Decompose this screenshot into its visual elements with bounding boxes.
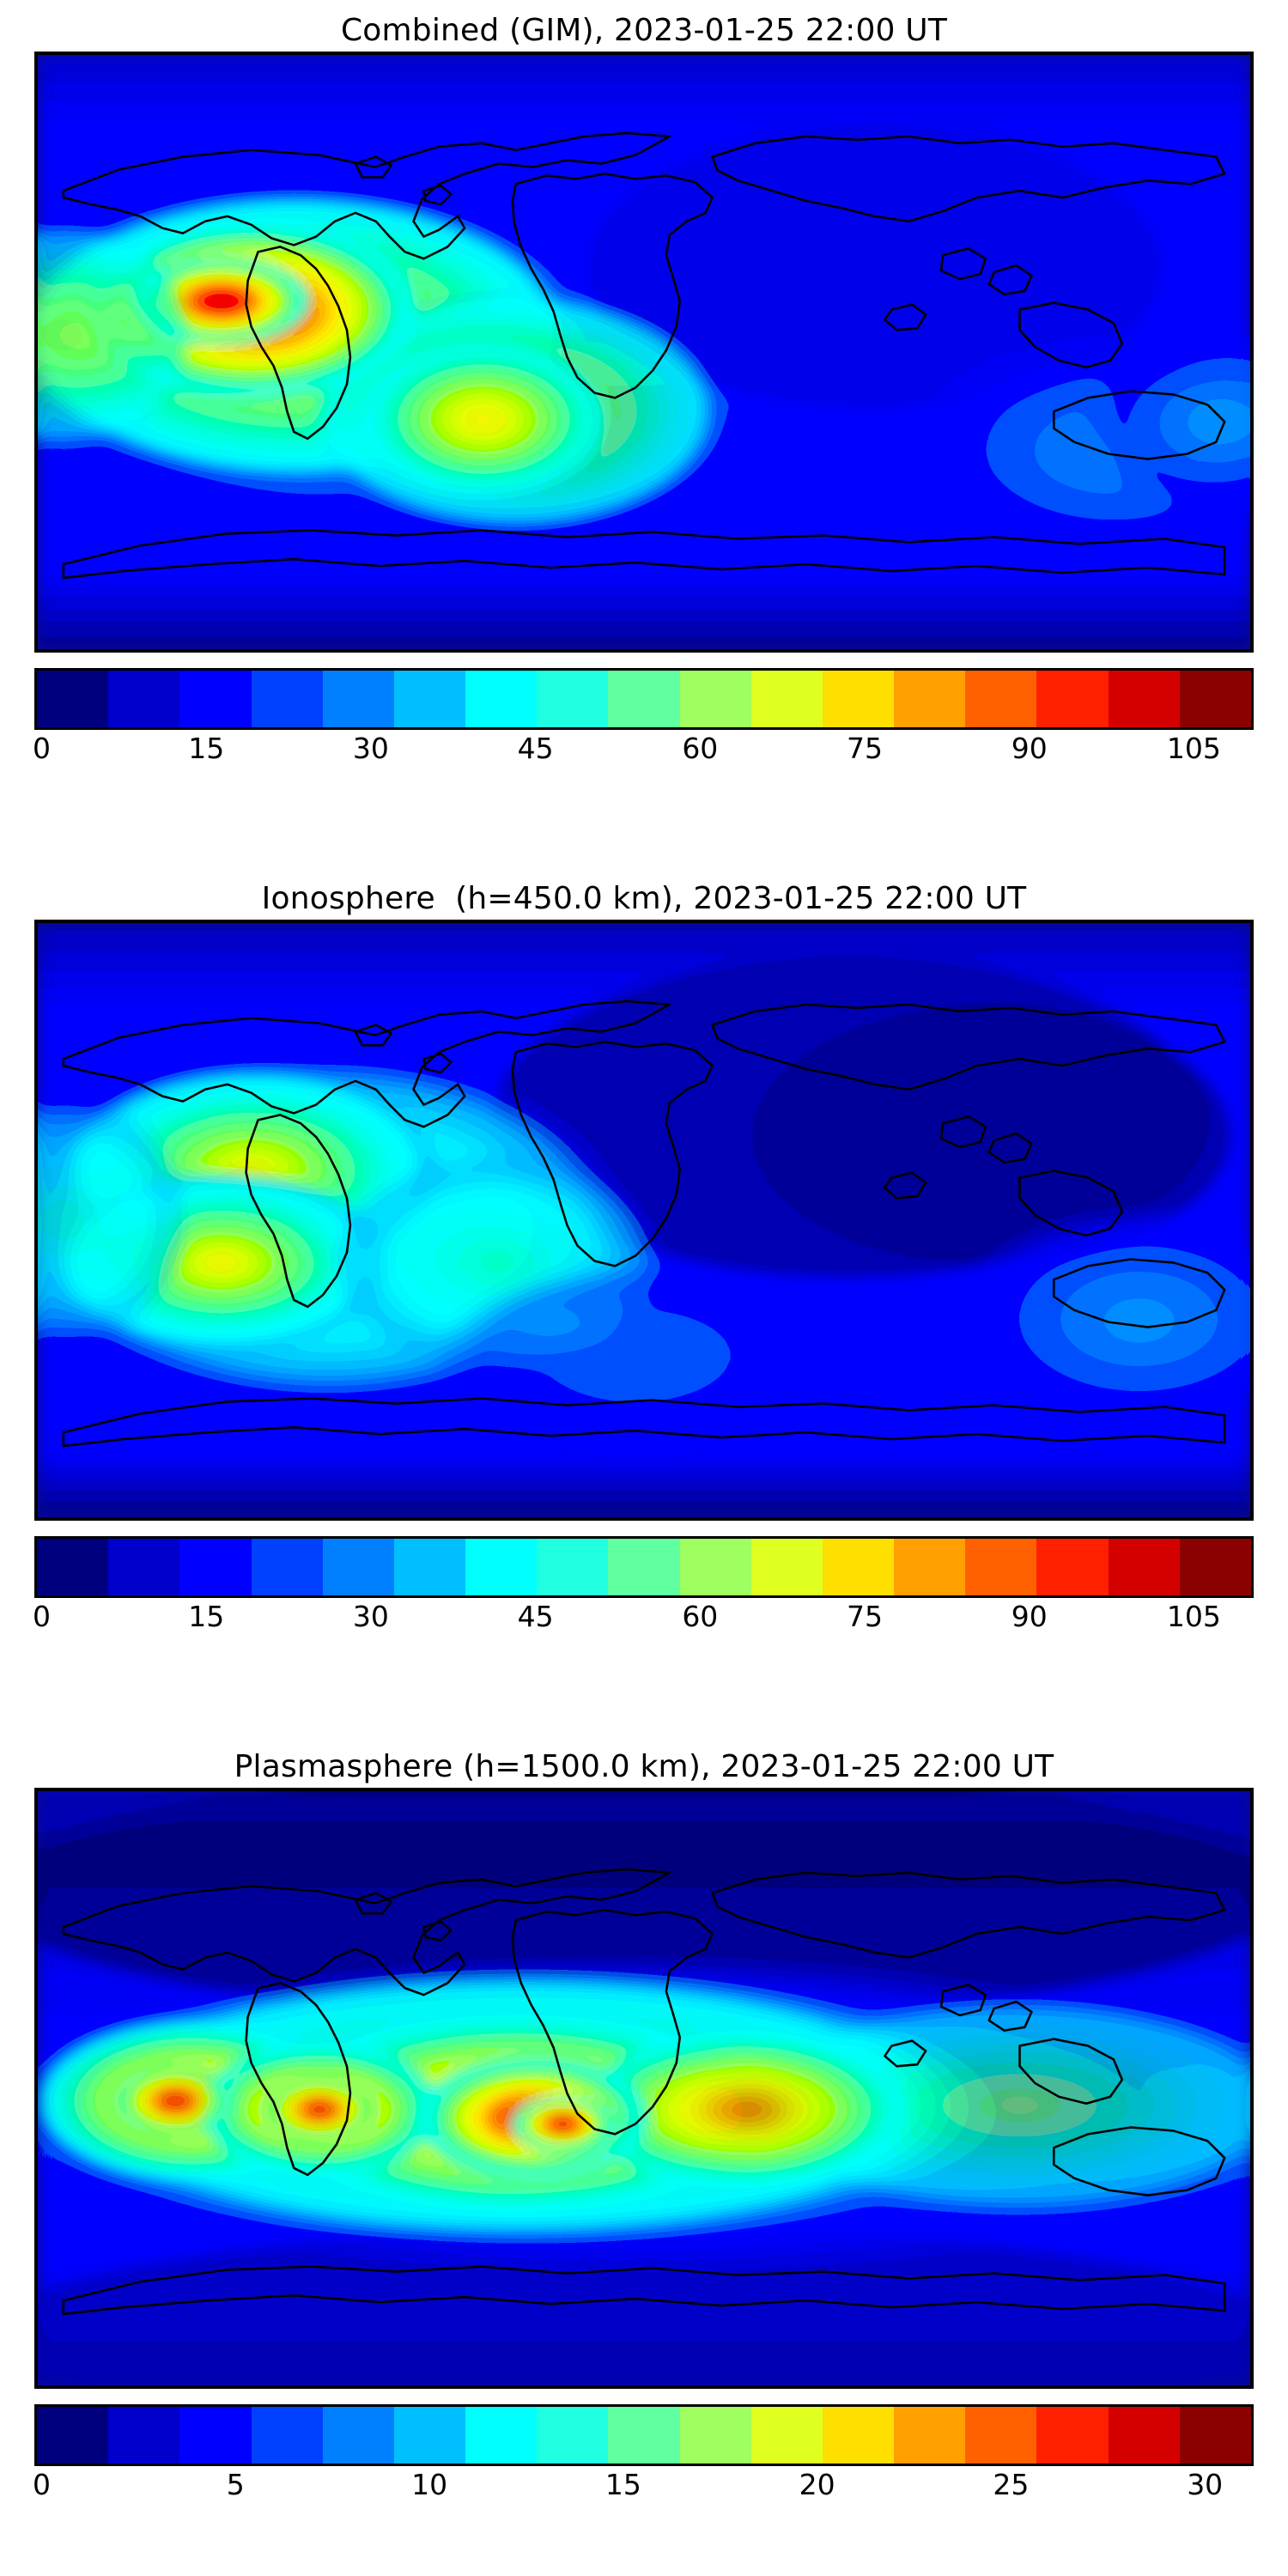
- cbar-tick-label: 5: [226, 2468, 245, 2501]
- colorbar-ticks-plasmasphere: 0 5 10 15 20 25 30: [33, 2466, 1254, 2506]
- panel-plasmasphere: Plasmasphere (h=1500.0 km), 2023-01-25 2…: [0, 1748, 1288, 2506]
- colorbar-strip-ionosphere: [34, 1536, 1254, 1598]
- cbar-tick-label: 75: [847, 732, 884, 765]
- cbar-tick-label: 105: [1166, 1600, 1221, 1633]
- panel-ionosphere: Ionosphere (h=450.0 km), 2023-01-25 22:0…: [0, 880, 1288, 1637]
- colorbar-ticks-ionosphere: 0 15 30 45 60 75 90 105: [33, 1598, 1254, 1637]
- cbar-tick-label: 90: [1011, 732, 1048, 765]
- colorbar-ticks-combined: 0 15 30 45 60 75 90 105: [33, 730, 1254, 769]
- cbar-tick-label: 90: [1011, 1600, 1048, 1633]
- panel-title-combined: Combined (GIM), 2023-01-25 22:00 UT: [340, 13, 948, 48]
- cbar-tick-label: 45: [517, 732, 554, 765]
- panel-title-plasmasphere: Plasmasphere (h=1500.0 km), 2023-01-25 2…: [234, 1749, 1054, 1784]
- panel-combined-gim: Combined (GIM), 2023-01-25 22:00 UT: [0, 12, 1288, 769]
- map-combined-gim: [34, 52, 1254, 653]
- cbar-tick-label: 75: [847, 1600, 884, 1633]
- cbar-tick-label: 10: [411, 2468, 448, 2501]
- cbar-tick-label: 0: [33, 732, 52, 765]
- cbar-tick-label: 0: [33, 2468, 52, 2501]
- colorbar-combined: 0 15 30 45 60 75 90 105: [33, 668, 1254, 769]
- cbar-tick-label: 30: [1187, 2468, 1224, 2501]
- cbar-tick-label: 30: [352, 1600, 389, 1633]
- cbar-tick-label: 60: [682, 1600, 719, 1633]
- colorbar-plasmasphere: 0 5 10 15 20 25 30: [33, 2404, 1254, 2506]
- colorbar-ionosphere: 0 15 30 45 60 75 90 105: [33, 1536, 1254, 1637]
- cbar-tick-label: 25: [993, 2468, 1030, 2501]
- cbar-tick-label: 15: [188, 732, 225, 765]
- cbar-tick-label: 15: [188, 1600, 225, 1633]
- cbar-tick-label: 45: [517, 1600, 554, 1633]
- map-plasmasphere: [34, 1788, 1254, 2389]
- cbar-tick-label: 105: [1166, 732, 1221, 765]
- cbar-tick-label: 60: [682, 732, 719, 765]
- panel-title-ionosphere: Ionosphere (h=450.0 km), 2023-01-25 22:0…: [261, 881, 1027, 916]
- cbar-tick-label: 30: [352, 732, 389, 765]
- cbar-tick-label: 20: [799, 2468, 835, 2501]
- map-ionosphere: [34, 920, 1254, 1521]
- colorbar-strip-combined: [34, 668, 1254, 730]
- cbar-tick-label: 15: [605, 2468, 641, 2501]
- colorbar-strip-plasmasphere: [34, 2404, 1254, 2466]
- cbar-tick-label: 0: [33, 1600, 52, 1633]
